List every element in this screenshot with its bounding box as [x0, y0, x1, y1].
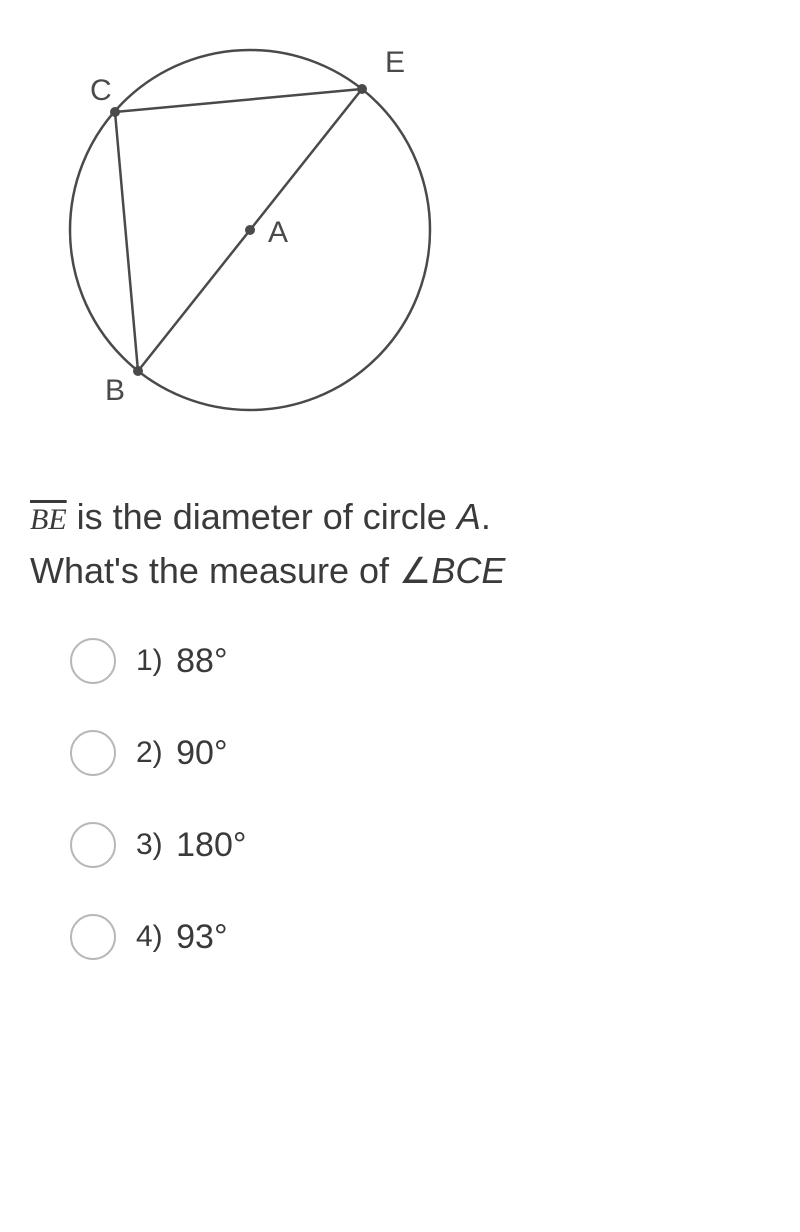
option-3[interactable]: 3) 180°: [70, 822, 770, 868]
svg-text:E: E: [385, 46, 405, 79]
circle-name: A: [457, 496, 481, 537]
segment-be: BE: [30, 503, 67, 536]
option-number: 2): [136, 736, 163, 769]
radio-circle-icon[interactable]: [70, 730, 116, 776]
radio-circle-icon[interactable]: [70, 822, 116, 868]
option-label: 1) 88°: [136, 642, 228, 681]
option-2[interactable]: 2) 90°: [70, 730, 770, 776]
question-line1-prefix: is the diameter of circle: [67, 496, 457, 537]
question-line2-prefix: What's the measure of ∠: [30, 550, 431, 591]
radio-circle-icon[interactable]: [70, 914, 116, 960]
svg-text:C: C: [90, 74, 112, 107]
option-number: 1): [136, 644, 163, 677]
svg-text:B: B: [105, 374, 125, 407]
option-label: 3) 180°: [136, 826, 246, 865]
geometry-diagram: B C E A: [30, 20, 470, 440]
question-text: BE is the diameter of circle A. What's t…: [30, 490, 770, 598]
angle-name: BCE: [431, 550, 505, 591]
option-label: 4) 93°: [136, 918, 228, 957]
option-4[interactable]: 4) 93°: [70, 914, 770, 960]
question-line1-suffix: .: [481, 496, 491, 537]
option-value: 88°: [167, 642, 228, 680]
option-value: 93°: [167, 918, 228, 956]
svg-text:A: A: [268, 216, 288, 249]
option-number: 4): [136, 920, 163, 953]
radio-circle-icon[interactable]: [70, 638, 116, 684]
option-value: 90°: [167, 734, 228, 772]
option-value: 180°: [167, 826, 247, 864]
options-list: 1) 88° 2) 90° 3) 180° 4) 93°: [30, 638, 770, 960]
option-1[interactable]: 1) 88°: [70, 638, 770, 684]
option-number: 3): [136, 828, 163, 861]
option-label: 2) 90°: [136, 734, 228, 773]
